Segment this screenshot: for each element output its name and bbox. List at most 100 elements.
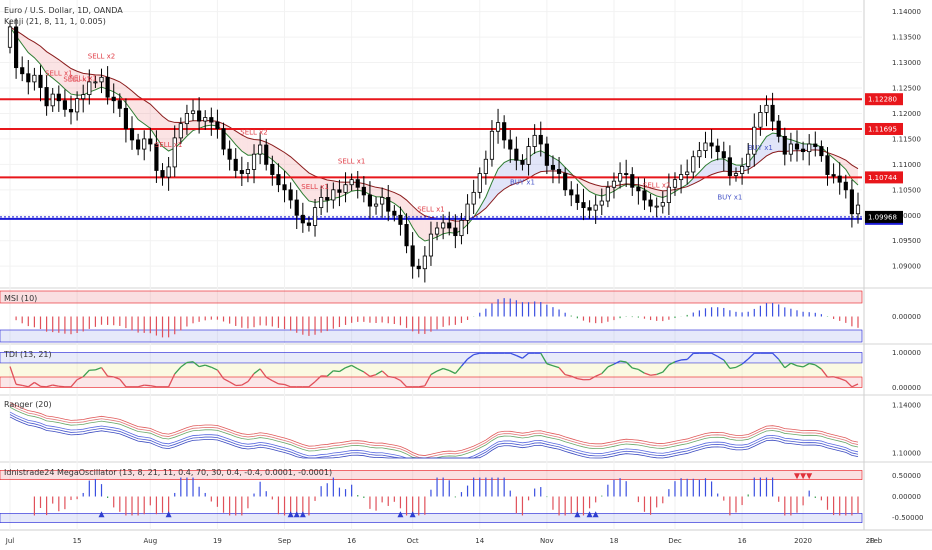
price-axis[interactable]: 1.14000 1.13500 1.13000 1.12500 1.12000 1.115… [865, 8, 923, 522]
candle-body[interactable] [245, 169, 251, 174]
candle-body[interactable] [849, 189, 854, 215]
candle-body[interactable] [666, 186, 671, 203]
candle-body[interactable] [105, 76, 110, 98]
candle-body[interactable] [642, 190, 647, 201]
candle-body[interactable] [825, 155, 830, 175]
ranger-pane[interactable] [9, 402, 859, 459]
candle-body[interactable] [807, 143, 812, 153]
candle-body[interactable] [611, 180, 617, 188]
candle-body[interactable] [428, 233, 434, 257]
candle-body[interactable] [190, 110, 196, 114]
candle-body[interactable] [160, 170, 165, 178]
candle-body[interactable] [14, 26, 19, 69]
candle-body[interactable] [691, 156, 696, 173]
candle-body[interactable] [386, 197, 391, 212]
msi-pane[interactable] [0, 290, 863, 343]
candle-body[interactable] [233, 158, 238, 171]
candle-body[interactable] [312, 207, 318, 226]
candle-body[interactable] [556, 169, 562, 174]
candle-body[interactable] [306, 222, 312, 226]
candle-body[interactable] [544, 143, 549, 166]
candle-body[interactable] [319, 197, 324, 209]
candle-body[interactable] [209, 117, 214, 123]
candle-body[interactable] [87, 81, 92, 96]
candle-body[interactable] [38, 74, 43, 88]
candle-body[interactable] [197, 110, 202, 122]
candle-body[interactable] [404, 224, 409, 247]
candle-body[interactable] [526, 146, 531, 165]
candle-body[interactable] [136, 139, 141, 150]
candle-body[interactable] [26, 73, 31, 83]
candle-body[interactable] [495, 122, 501, 132]
candle-body[interactable] [801, 148, 806, 153]
candle-body[interactable] [758, 112, 763, 128]
candle-body[interactable] [483, 158, 488, 174]
candle-body[interactable] [288, 189, 293, 201]
candle-body[interactable] [733, 173, 739, 176]
candle-body[interactable] [770, 104, 775, 122]
candle-body[interactable] [599, 200, 604, 206]
candle-body[interactable] [129, 128, 135, 141]
candle-body[interactable] [794, 143, 800, 150]
candle-body[interactable] [569, 189, 574, 196]
candle-body[interactable] [679, 174, 684, 181]
candle-body[interactable] [227, 148, 232, 160]
candle-body[interactable] [447, 222, 452, 229]
candle-body[interactable] [32, 74, 37, 83]
megaoscillator-pane[interactable] [0, 470, 863, 523]
candle-body[interactable] [239, 170, 244, 174]
candle-body[interactable] [434, 227, 440, 235]
candle-body[interactable] [331, 189, 336, 201]
candle-body[interactable] [81, 94, 86, 100]
candle-body[interactable] [514, 148, 519, 161]
candle-body[interactable] [56, 93, 61, 102]
candle-body[interactable] [630, 174, 635, 188]
candle-body[interactable] [93, 81, 98, 84]
candle-body[interactable] [685, 171, 690, 175]
candle-body[interactable] [453, 227, 458, 237]
candle-body[interactable] [62, 100, 67, 110]
candle-body[interactable] [264, 144, 269, 165]
candle-body[interactable] [831, 174, 836, 177]
candle-body[interactable] [477, 173, 482, 193]
candle-body[interactable] [697, 150, 702, 158]
candle-body[interactable] [709, 142, 714, 147]
candle-body[interactable] [142, 138, 147, 150]
candle-body[interactable] [20, 67, 25, 75]
candle-body[interactable] [660, 202, 665, 207]
candle-body[interactable] [782, 135, 787, 155]
candle-body[interactable] [855, 204, 861, 215]
candle-body[interactable] [648, 199, 653, 207]
candle-body[interactable] [471, 191, 476, 205]
candle-body[interactable] [355, 179, 360, 188]
candle-body[interactable] [550, 164, 556, 170]
candle-body[interactable] [68, 108, 74, 113]
candle-body[interactable] [843, 181, 848, 191]
candle-body[interactable] [703, 142, 708, 152]
candle-body[interactable] [111, 96, 116, 102]
candle-body[interactable] [837, 175, 842, 183]
candle-body[interactable] [593, 204, 598, 211]
candle-body[interactable] [624, 173, 629, 175]
candle-body[interactable] [380, 197, 385, 205]
candle-body[interactable] [123, 107, 128, 130]
candle-body[interactable] [788, 143, 793, 155]
candle-body[interactable] [617, 173, 623, 182]
candle-body[interactable] [166, 166, 171, 178]
candle-body[interactable] [410, 245, 415, 267]
candle-body[interactable] [752, 126, 757, 155]
candle-body[interactable] [50, 93, 55, 107]
candle-body[interactable] [300, 214, 305, 224]
candle-body[interactable] [459, 219, 464, 237]
candle-body[interactable] [282, 184, 287, 191]
candle-body[interactable] [154, 143, 159, 171]
candle-body[interactable] [172, 137, 177, 168]
candle-body[interactable] [215, 121, 220, 130]
candle-body[interactable] [361, 186, 366, 196]
candle-body[interactable] [575, 194, 580, 203]
candle-body[interactable] [727, 157, 732, 176]
candle-body[interactable] [672, 179, 678, 188]
